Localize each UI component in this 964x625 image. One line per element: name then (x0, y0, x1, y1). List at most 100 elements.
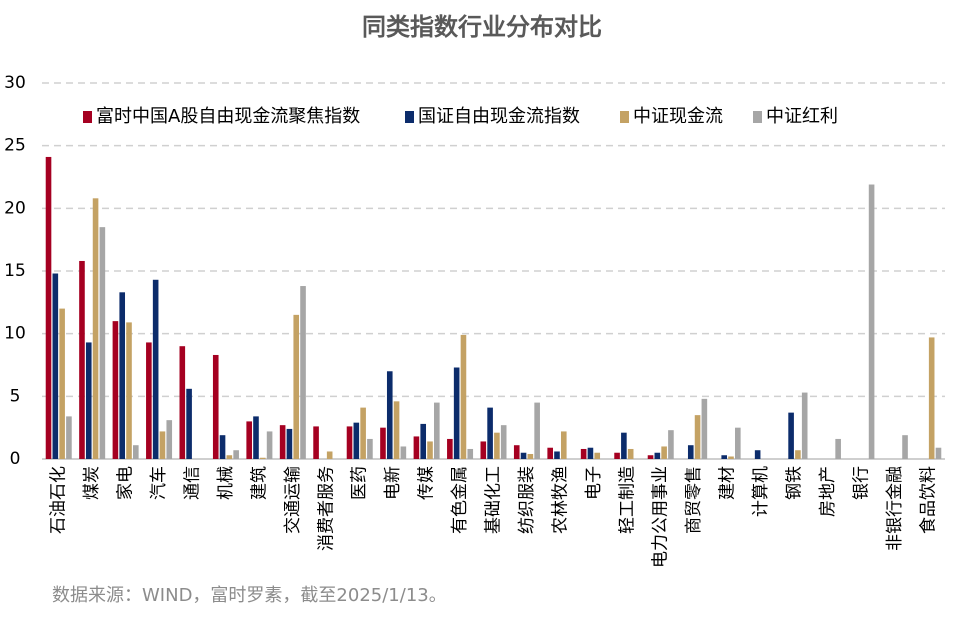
bar (159, 431, 166, 459)
x-tick-label: 基础化工 (484, 466, 504, 534)
bar (112, 321, 119, 459)
bar (614, 452, 620, 459)
bar (66, 416, 72, 459)
bar (92, 198, 99, 459)
y-tick-label: 25 (4, 136, 26, 156)
bar (126, 322, 132, 459)
bar (219, 435, 226, 459)
x-tick-label: 房地产 (818, 466, 838, 517)
bar (279, 425, 286, 459)
legend-label: 国证自由现金流指数 (418, 106, 580, 127)
x-tick-label: 轻工制造 (617, 466, 637, 534)
x-tick-label: 交通运输 (283, 466, 303, 534)
y-tick-label: 20 (4, 198, 26, 218)
x-tick-label: 消费者服务 (316, 466, 336, 551)
legend-swatch (753, 111, 762, 123)
bar (754, 450, 761, 459)
x-tick-label: 电力公用事业 (651, 466, 671, 568)
bar (413, 436, 420, 459)
bar (721, 455, 728, 459)
bar (554, 451, 560, 459)
bar (520, 452, 527, 459)
bar (393, 401, 400, 459)
bar (286, 428, 293, 459)
bar (380, 427, 386, 459)
bar (480, 441, 487, 459)
bar (133, 445, 139, 459)
bar (386, 371, 393, 459)
bar (447, 438, 453, 459)
x-tick-label: 汽车 (149, 466, 169, 500)
x-tick-label: 电新 (383, 466, 403, 500)
x-tick-label: 通信 (183, 466, 203, 500)
bar (513, 445, 520, 459)
bar (587, 447, 594, 459)
bar (694, 415, 701, 459)
y-tick-label: 0 (10, 449, 21, 469)
bar (99, 227, 106, 459)
bar (902, 435, 908, 459)
bar (647, 455, 654, 459)
x-tick-label: 纺织服装 (517, 466, 537, 534)
bar (735, 427, 741, 459)
bar (627, 448, 634, 459)
bar (935, 447, 942, 459)
bar (547, 447, 553, 459)
bar (527, 453, 534, 459)
y-tick-label: 5 (10, 386, 21, 406)
x-tick-label: 商贸零售 (684, 466, 704, 534)
bar (367, 438, 373, 459)
x-tick-label: 有色金属 (450, 466, 470, 534)
bar (259, 457, 266, 459)
legend-swatch (620, 111, 629, 123)
x-tick-label: 石油石化 (49, 466, 69, 534)
bar (353, 422, 360, 459)
legend-label: 中证现金流 (633, 106, 723, 127)
bar (500, 425, 507, 459)
bar (594, 452, 601, 459)
bar (654, 452, 661, 459)
x-tick-label: 农林牧渔 (550, 466, 570, 534)
bar (300, 286, 306, 459)
bar (186, 388, 192, 459)
bar (400, 446, 407, 459)
bar (621, 432, 627, 459)
bar (687, 445, 694, 459)
x-tick-label: 传媒 (417, 466, 437, 500)
bar (835, 438, 841, 459)
x-tick-label: 钢铁 (785, 466, 805, 500)
x-tick-label: 机械 (216, 466, 236, 500)
bar (119, 292, 126, 459)
x-tick-label: 电子 (584, 466, 604, 500)
chart-title: 同类指数行业分布对比 (362, 13, 602, 41)
bar (668, 430, 674, 459)
x-tick-label: 计算机 (751, 466, 771, 517)
bar (253, 416, 259, 459)
bar (420, 423, 427, 459)
bar (560, 431, 567, 459)
bar (360, 407, 366, 459)
bar (266, 431, 273, 459)
bar (494, 432, 500, 459)
bar (460, 334, 467, 459)
bar (52, 273, 59, 459)
bar (212, 354, 219, 459)
x-tick-label: 建筑 (249, 466, 269, 500)
bar (246, 421, 252, 459)
legend-swatch (405, 111, 414, 123)
bar (179, 346, 186, 459)
bar (701, 398, 708, 459)
y-tick-label: 15 (4, 261, 26, 281)
bar (326, 451, 333, 459)
bar (661, 446, 667, 459)
bar (313, 426, 319, 459)
x-tick-label: 煤炭 (82, 466, 102, 500)
x-tick-label: 家电 (116, 466, 136, 500)
x-tick-label: 食品饮料 (918, 466, 938, 534)
bar (453, 367, 460, 459)
y-tick-label: 10 (4, 324, 26, 344)
bar (233, 450, 239, 459)
bar (467, 448, 474, 459)
bar (434, 402, 440, 459)
